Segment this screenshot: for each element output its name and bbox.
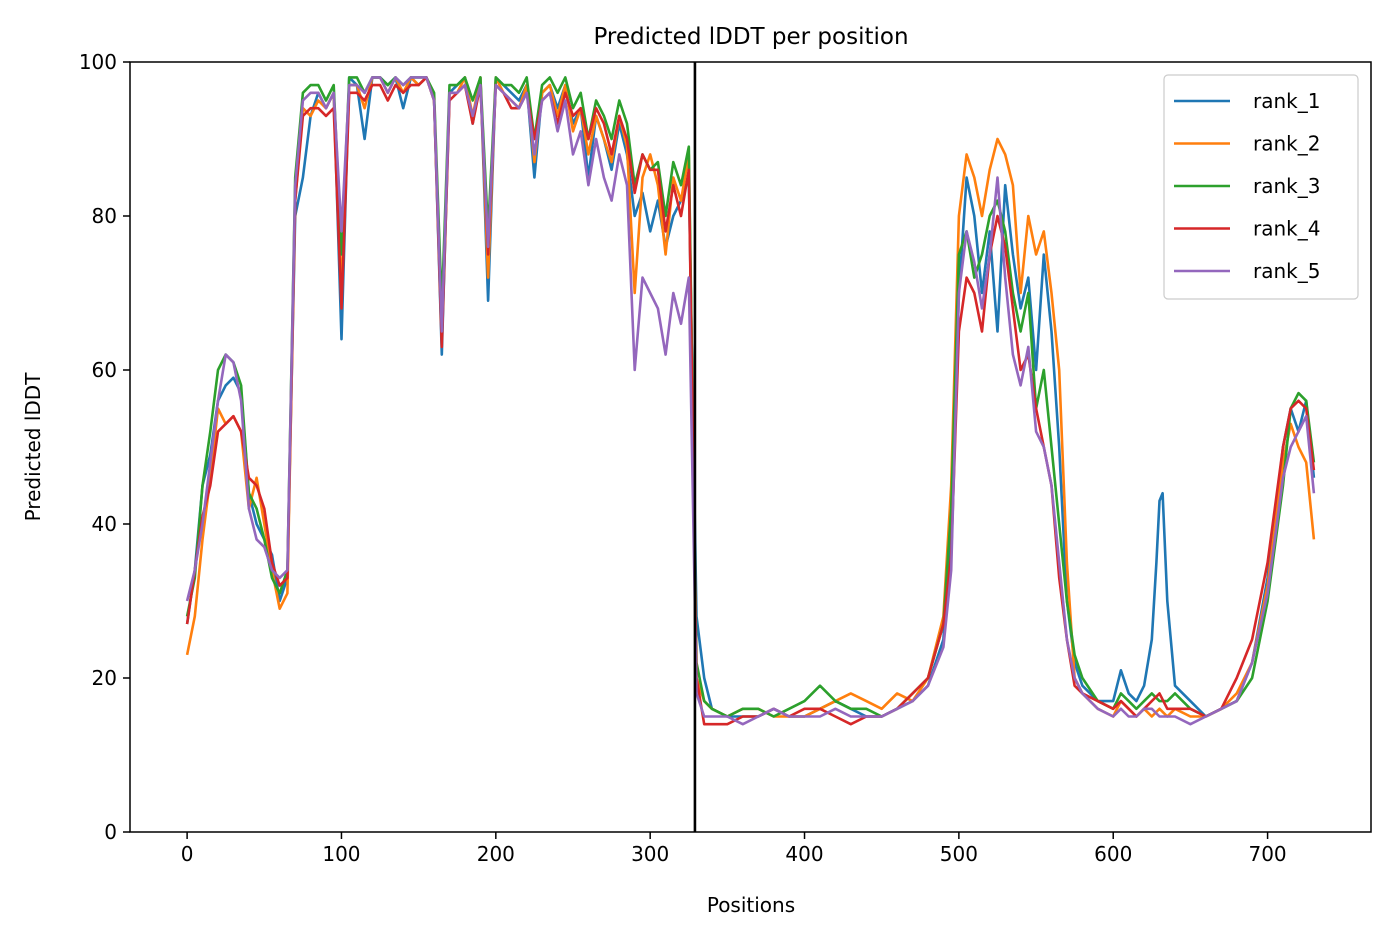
- y-tick-label: 60: [92, 358, 117, 382]
- series-line-rank-5: [185, 76, 1316, 726]
- plot-frame: [129, 61, 1372, 833]
- chart-title: Predicted lDDT per position: [593, 24, 908, 50]
- legend-label-rank-4: rank_4: [1253, 217, 1320, 241]
- x-axis: 0 100 200 300 400 500 600 700: [181, 832, 1287, 866]
- y-tick-label: 40: [92, 512, 117, 536]
- y-tick-label: 0: [104, 820, 117, 844]
- y-axis: 0 20 40 60 80 100: [79, 50, 130, 844]
- x-tick-label: 200: [477, 842, 515, 866]
- series-line-rank-4: [185, 76, 1316, 726]
- x-tick-label: 400: [785, 842, 823, 866]
- x-axis-label: Positions: [707, 893, 795, 917]
- x-tick-label: 0: [181, 842, 194, 866]
- x-tick-label: 600: [1094, 842, 1132, 866]
- series-layer: [185, 76, 1316, 726]
- x-tick-label: 300: [631, 842, 669, 866]
- x-tick-label: 100: [322, 842, 360, 866]
- legend-label-rank-1: rank_1: [1253, 89, 1320, 113]
- y-tick-label: 100: [79, 50, 117, 74]
- legend-label-rank-5: rank_5: [1253, 259, 1320, 283]
- legend: rank_1 rank_2 rank_3 rank_4 rank_5: [1163, 74, 1359, 300]
- x-tick-label: 500: [940, 842, 978, 866]
- legend-label-rank-3: rank_3: [1253, 174, 1320, 198]
- y-tick-label: 20: [92, 666, 117, 690]
- y-tick-label: 80: [92, 204, 117, 228]
- plot-area: [129, 61, 1372, 833]
- x-tick-label: 700: [1248, 842, 1286, 866]
- y-axis-label: Predicted lDDT: [21, 372, 45, 522]
- legend-label-rank-2: rank_2: [1253, 132, 1320, 156]
- legend-box: [1163, 74, 1359, 300]
